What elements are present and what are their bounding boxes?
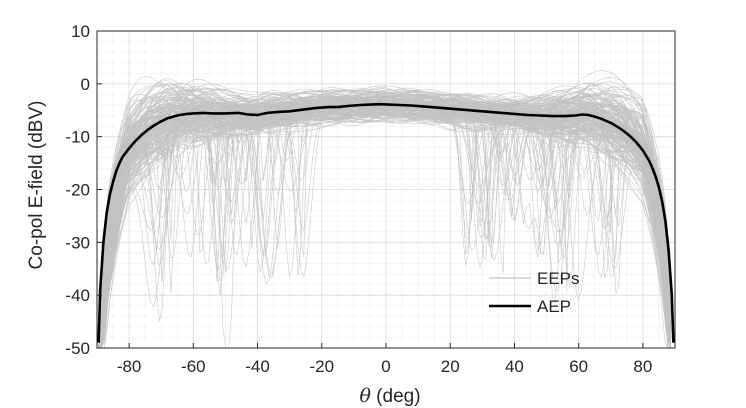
legend-label-aep: AEP (537, 297, 571, 316)
x-axis-symbol: θ (359, 385, 371, 407)
y-tick-label: -50 (65, 339, 90, 358)
x-tick-label: 80 (633, 357, 652, 376)
y-tick-label: 10 (71, 22, 90, 41)
legend-label-eeps: EEPs (537, 269, 580, 288)
eep-curve (98, 94, 672, 349)
x-tick-label: 40 (505, 357, 524, 376)
aep-curve-group (97, 102, 675, 343)
x-tick-labels: -80 -60 -40 -20 0 20 40 60 80 (117, 343, 652, 376)
eep-curve (98, 108, 672, 349)
x-tick-label: 20 (441, 357, 460, 376)
eep-curves (98, 70, 672, 349)
y-tick-label: -40 (65, 286, 90, 305)
eep-curve (98, 85, 672, 349)
eep-curve (98, 96, 672, 349)
major-gridlines (97, 30, 675, 349)
x-tick-label: 0 (381, 357, 390, 376)
eep-curve (98, 89, 672, 349)
x-tick-label: -60 (181, 357, 206, 376)
y-tick-labels: 10 0 -10 -20 -30 -40 -50 (65, 22, 102, 358)
eep-curve (98, 98, 672, 349)
y-tick-label: 0 (81, 75, 90, 94)
eep-curve (98, 83, 672, 349)
eep-curve (98, 105, 672, 349)
y-axis-label: Co-pol E-field (dBV) (26, 101, 47, 270)
eep-curve (98, 105, 672, 349)
x-tick-label: -20 (309, 357, 334, 376)
y-tick-label: -30 (65, 233, 90, 252)
aep-curve (97, 102, 675, 343)
x-tick-label: 60 (569, 357, 588, 376)
eep-curve (98, 86, 672, 349)
x-tick-label: -40 (245, 357, 270, 376)
y-tick-label: -10 (65, 128, 90, 147)
y-tick-label: -20 (65, 181, 90, 200)
eep-curve (98, 76, 672, 349)
x-axis-label: θ (deg) (359, 385, 420, 407)
eep-curve (98, 107, 672, 349)
x-axis-unit: (deg) (371, 386, 421, 407)
eep-curve (98, 93, 672, 349)
eep-curve (98, 106, 671, 349)
eep-curve (98, 103, 672, 349)
legend: EEPs AEP (489, 269, 580, 316)
x-tick-label: -80 (117, 357, 142, 376)
